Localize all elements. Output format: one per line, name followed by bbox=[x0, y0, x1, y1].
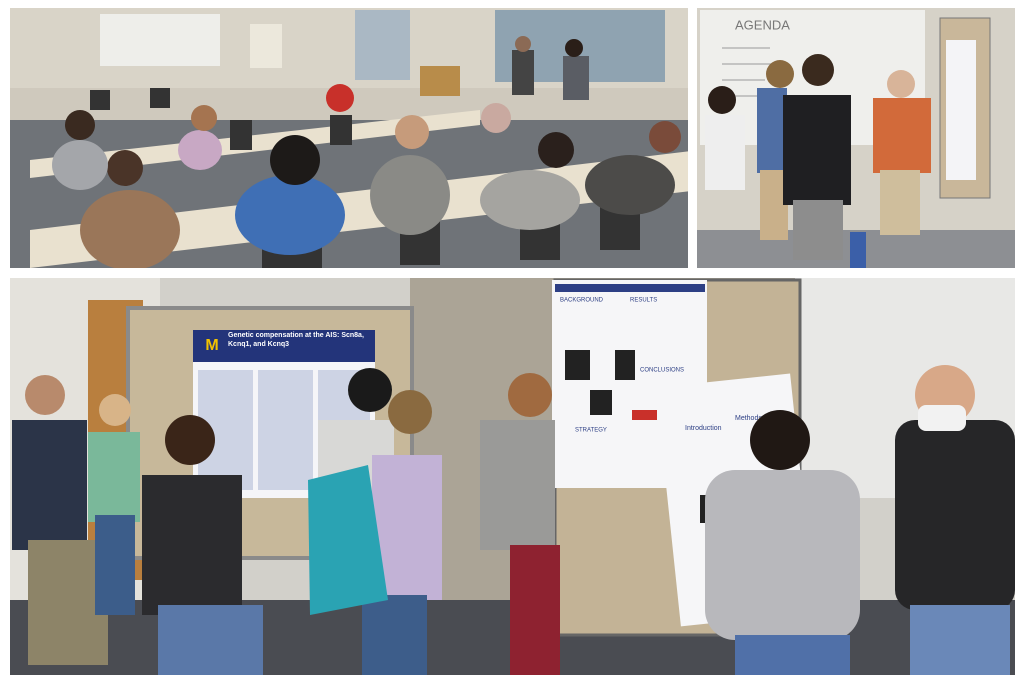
whiteboard-heading: AGENDA bbox=[735, 17, 790, 32]
people bbox=[12, 365, 1015, 675]
section-label: CONCLUSIONS bbox=[640, 368, 684, 374]
poster-title: Genetic compensation at the AIS: Scn8a, … bbox=[228, 332, 364, 348]
section-label: RESULTS bbox=[630, 298, 657, 304]
section-label: BACKGROUND bbox=[560, 298, 604, 304]
people bbox=[705, 54, 931, 268]
section-label: STRATEGY bbox=[575, 428, 607, 434]
poster-title-box: Genetic compensation at the AIS: Scn8a, … bbox=[228, 332, 364, 348]
people bbox=[52, 36, 681, 268]
photo-classroom bbox=[10, 8, 688, 268]
poster-logo: M bbox=[205, 337, 218, 354]
section-label: Introduction bbox=[685, 425, 722, 432]
photo-posters: M Genetic compensation at the AIS: Scn8a… bbox=[10, 278, 1015, 675]
section-label: Methods bbox=[735, 415, 762, 422]
photo-agenda: AGENDA bbox=[697, 8, 1015, 268]
